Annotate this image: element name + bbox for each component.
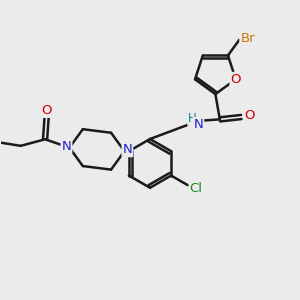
Text: Cl: Cl bbox=[190, 182, 203, 195]
Text: N: N bbox=[122, 143, 132, 156]
Text: Br: Br bbox=[240, 32, 255, 45]
Text: H: H bbox=[188, 112, 197, 125]
Text: N: N bbox=[61, 140, 71, 153]
Text: O: O bbox=[41, 104, 52, 117]
Text: O: O bbox=[244, 109, 255, 122]
Text: N: N bbox=[194, 118, 203, 131]
Text: O: O bbox=[230, 73, 241, 86]
